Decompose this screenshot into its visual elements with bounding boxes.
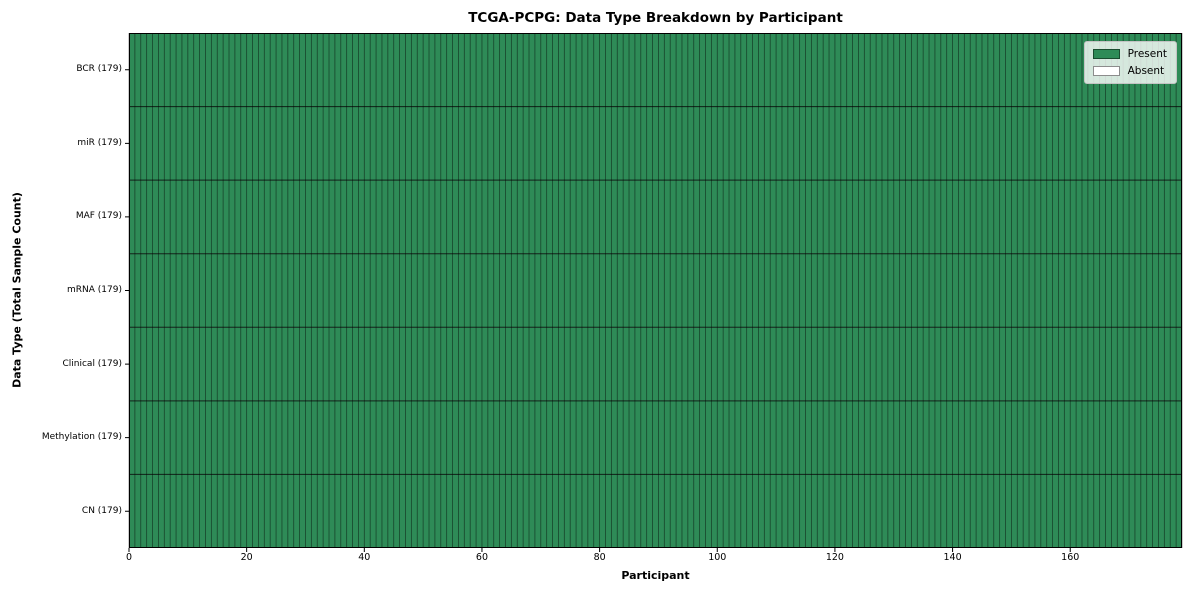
x-tick-label-120: 120 <box>825 552 844 563</box>
y-tick-label-methylation: Methylation (179) <box>41 432 122 443</box>
y-tick-label-maf: MAF (179) <box>75 211 122 222</box>
plot-border <box>129 33 1182 548</box>
heatmap-row-fill <box>129 180 1182 254</box>
y-tick-label-bcr: BCR (179) <box>76 64 122 75</box>
legend-swatch-absent <box>1092 66 1120 76</box>
y-tick-label-mrna: mRNA (179) <box>67 285 122 295</box>
row-divider-lines <box>129 106 1182 475</box>
x-tick-label-140: 140 <box>943 552 962 563</box>
legend-item-present: Present <box>1092 48 1167 60</box>
y-tick-label-clinical: Clinical (179) <box>62 358 122 369</box>
legend: Present Absent <box>1083 41 1177 84</box>
heatmap-row-fill <box>129 400 1182 475</box>
x-tick-label-20: 20 <box>240 552 253 563</box>
x-tick-label-100: 100 <box>708 552 727 563</box>
heatmap-row-fill <box>129 33 1182 107</box>
heatmap-row-fill <box>129 327 1182 401</box>
heatmap-grid <box>125 33 1183 552</box>
heatmap-row-fill <box>129 106 1182 181</box>
tick-marks <box>125 69 1071 552</box>
heatmap-row-fill <box>129 474 1182 548</box>
heatmap-row-fill <box>129 253 1182 328</box>
legend-item-absent: Absent <box>1092 65 1167 77</box>
x-tick-label-80: 80 <box>593 552 606 563</box>
chart-title: TCGA-PCPG: Data Type Breakdown by Partic… <box>468 10 843 26</box>
legend-label-present: Present <box>1127 48 1167 60</box>
y-tick-label-mir: miR (179) <box>77 137 122 148</box>
x-tick-label-40: 40 <box>358 552 371 563</box>
legend-swatch-present <box>1092 49 1120 59</box>
legend-label-absent: Absent <box>1127 65 1165 77</box>
x-tick-label-60: 60 <box>475 552 488 563</box>
x-axis-label: Participant <box>621 569 690 582</box>
x-tick-label-160: 160 <box>1061 552 1080 563</box>
x-tick-label-0: 0 <box>125 552 133 563</box>
y-tick-label-cn: CN (179) <box>81 505 122 516</box>
plot-area: Present Absent <box>125 33 1183 552</box>
